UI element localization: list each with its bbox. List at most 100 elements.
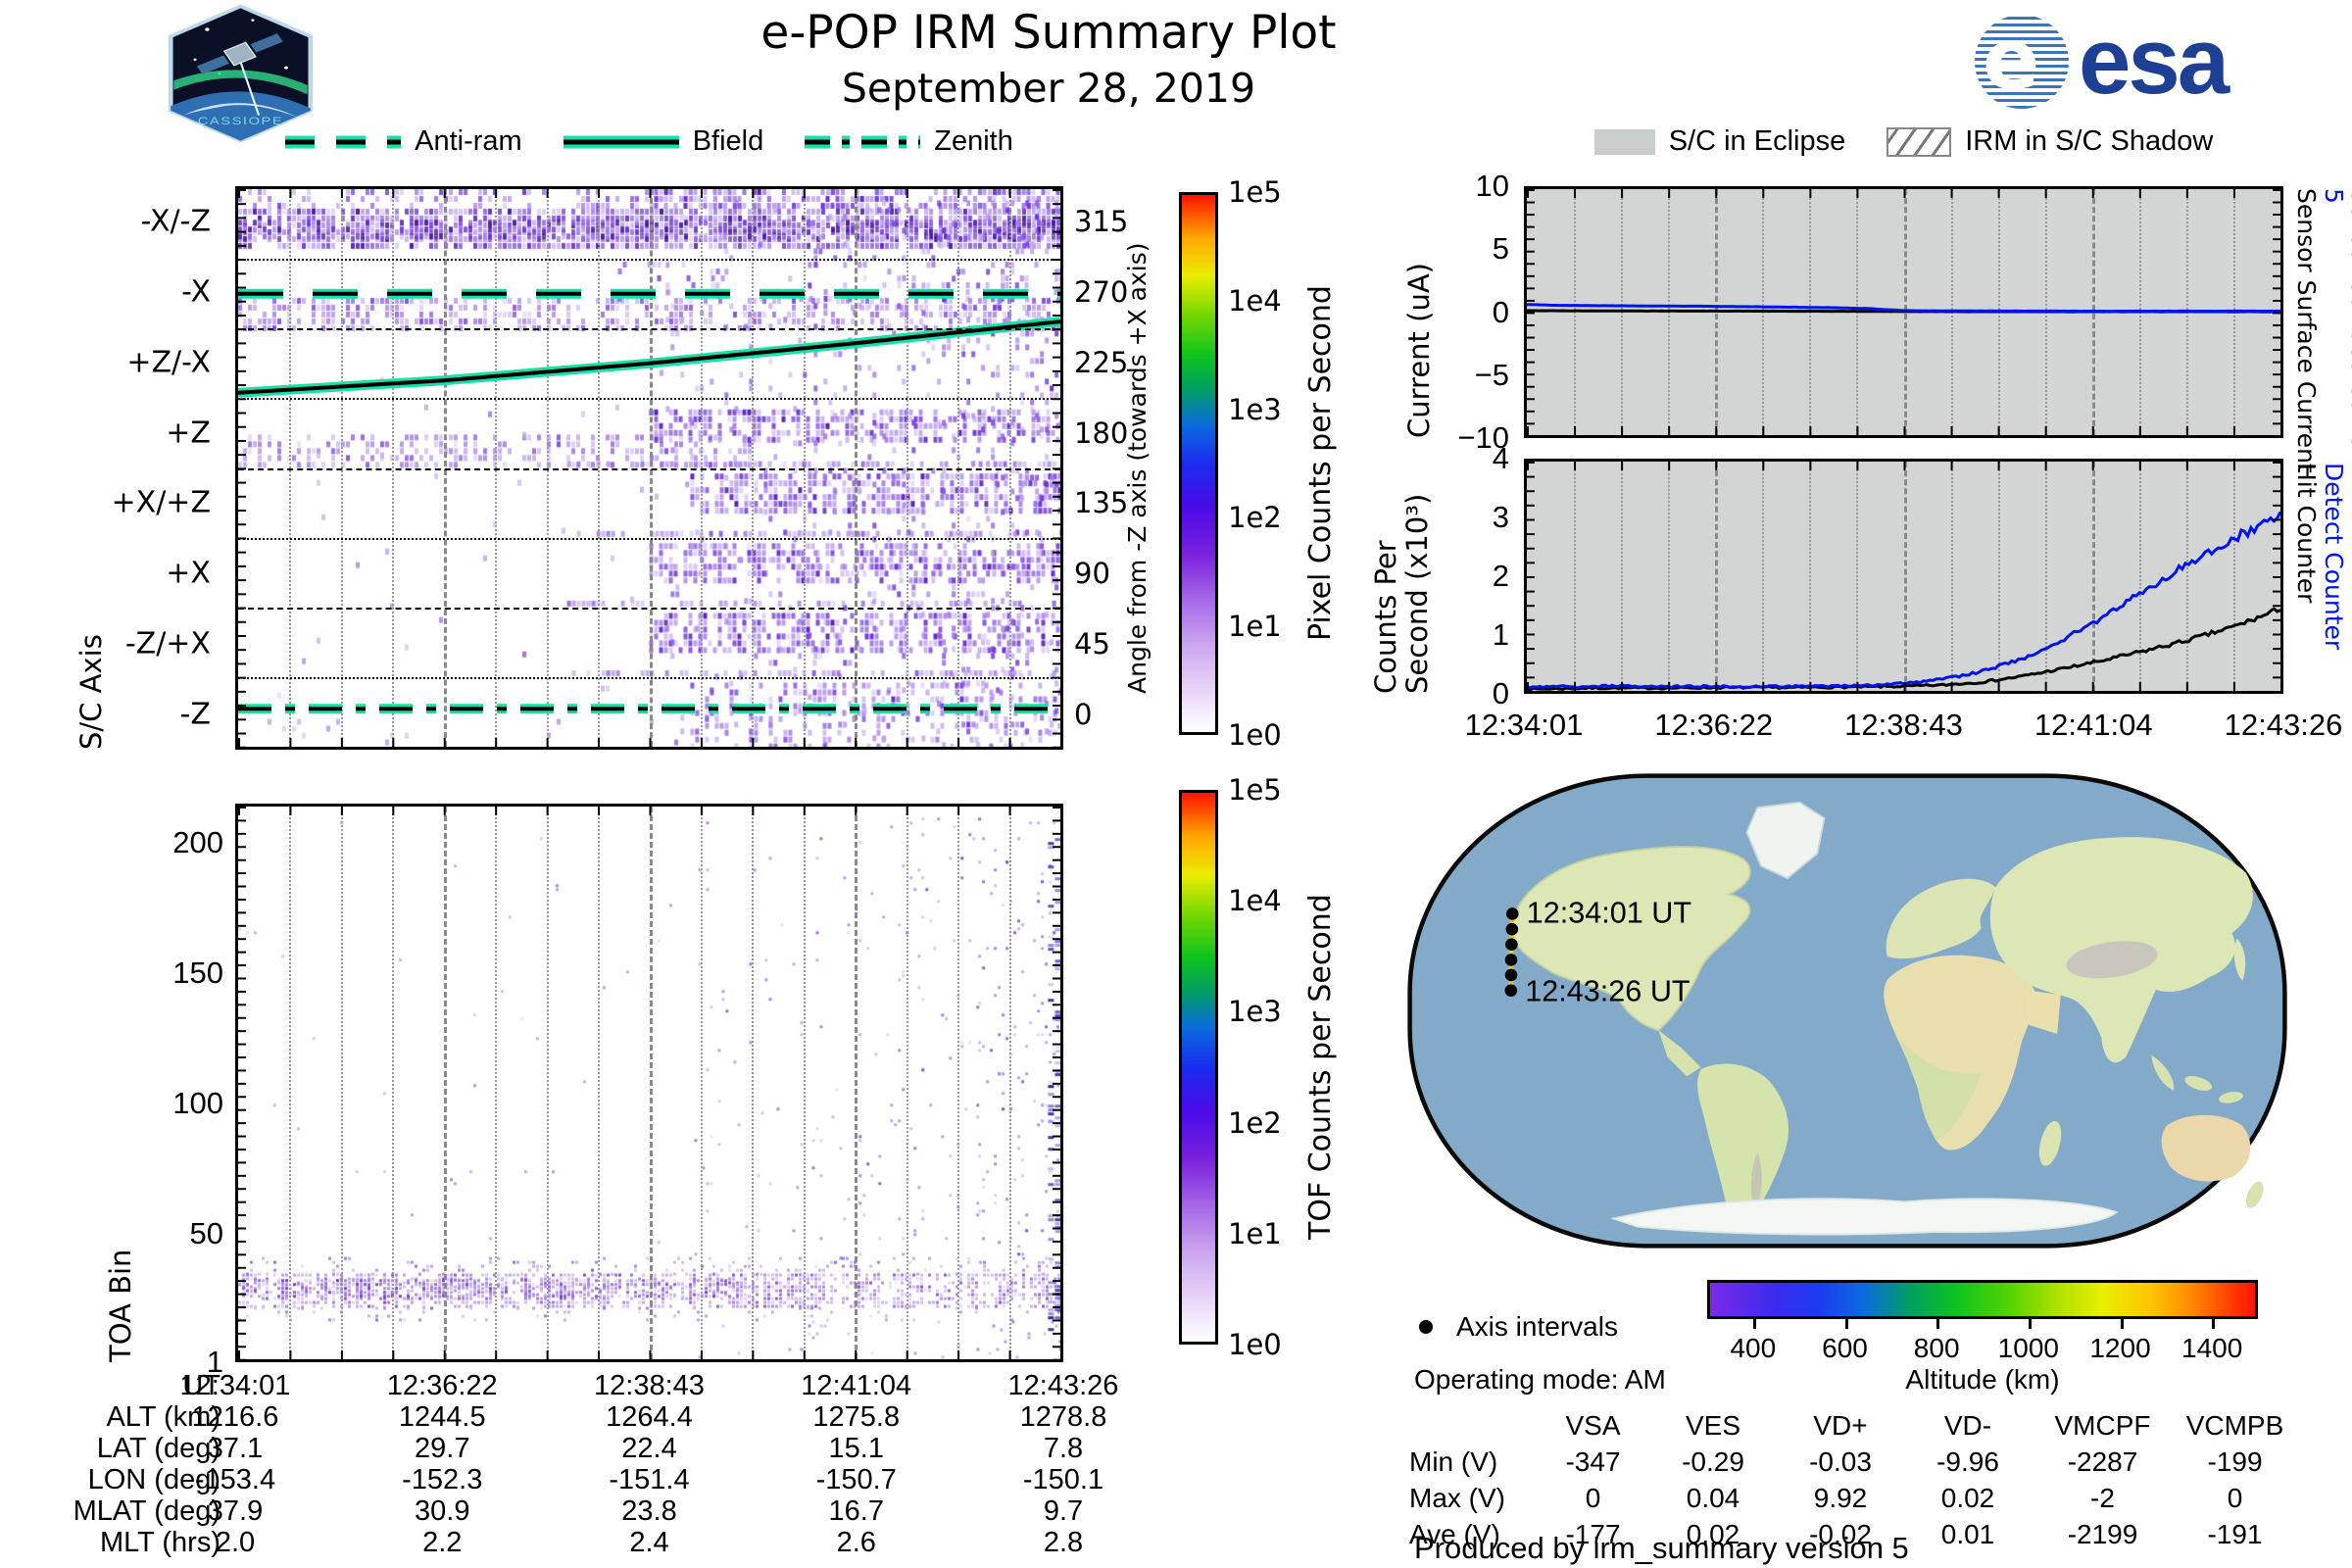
toa-yticks-left <box>238 807 246 1359</box>
esa-logo: e esa <box>1975 10 2288 113</box>
gridline-minor <box>2044 462 2047 691</box>
angle-tick-label: 180 <box>1074 416 1129 450</box>
eclipse-swatch-icon <box>1593 128 1655 155</box>
voltage-cell: 0.02 <box>1686 1518 1740 1549</box>
eclipse-legend: S/C in Eclipse IRM in S/C Shadow <box>1524 125 2283 158</box>
gridline-minor <box>957 807 960 1359</box>
gridline-minor <box>1856 462 1859 691</box>
nav-cell: 1275.8 <box>812 1401 901 1433</box>
time-axis-labels: 12:34:01 12:36:22 12:38:43 12:41:04 12:43:26 <box>1465 708 2343 747</box>
sensor-surface-current-x-5-line <box>1527 303 2280 314</box>
orbit-track: 12:34:01 UT 12:43:26 UT <box>1504 896 1691 1008</box>
pixel-colorbar-label: Pixel Counts per Second <box>1303 285 1338 642</box>
current-right-label-blue: Sensor Surface Current x 5 <box>2320 188 2352 496</box>
altitude-colorbar <box>1707 1280 2258 1319</box>
nav-cell: 16.7 <box>828 1495 884 1527</box>
nav-cell: 30.9 <box>415 1495 470 1527</box>
current-ytick-labels: 10 5 0 −5 −10 <box>1419 169 1509 455</box>
ytick-label: 10 <box>1475 169 1509 203</box>
voltage-row-label: Max (V) <box>1409 1482 1505 1513</box>
angle-tick-label: 225 <box>1074 345 1129 379</box>
counts-xticks-top <box>1527 462 2280 470</box>
voltage-col-header: VD- <box>1943 1409 1992 1441</box>
time-tick-label: 12:43:26 <box>2224 708 2343 742</box>
voltage-cell: -177 <box>1565 1518 1621 1549</box>
gridline-minor <box>1950 462 1953 691</box>
current-yticks-right <box>2273 189 2280 435</box>
patch-label: CASSIOPE <box>198 115 284 127</box>
colorbar-tick-label: 1e2 <box>1228 501 1282 535</box>
sc-section-label: +X <box>166 556 211 591</box>
nav-row-label: MLT (hrs) <box>100 1527 220 1558</box>
voltage-row-label: Ave (V) <box>1409 1518 1500 1549</box>
counts-gridlines <box>1527 462 2280 691</box>
counts-yticks-right <box>2273 462 2280 691</box>
colorbar-tick-label: 1e4 <box>1228 283 1282 318</box>
nav-row-label: ALT (km) <box>106 1401 220 1433</box>
voltage-cell: -199 <box>2207 1446 2263 1477</box>
gridline-minor <box>2232 462 2235 691</box>
gridline-minor <box>392 807 395 1359</box>
alt-tick-label: 1400 <box>2181 1333 2243 1363</box>
axis-intervals-label: Axis intervals <box>1456 1311 1618 1342</box>
nav-cell: 15.1 <box>828 1433 884 1464</box>
nav-cell: 1278.8 <box>1019 1401 1107 1433</box>
gridline-major <box>2091 462 2095 691</box>
section-boundary <box>238 676 1060 679</box>
counts-yticks-left <box>1527 462 1535 691</box>
section-boundary <box>238 398 1060 401</box>
voltage-cell: -2 <box>2090 1482 2115 1513</box>
legend-item-eclipse: S/C in Eclipse <box>1593 125 1846 158</box>
alt-tick-mark <box>1752 1317 1756 1329</box>
tof-colorbar-ticks: 1e5 1e4 1e3 1e2 1e1 1e0 <box>1228 773 1306 1361</box>
counts-xticks-bottom <box>1527 682 2280 691</box>
nav-cell: 2.0 <box>215 1527 256 1558</box>
bfield-line-icon <box>563 135 679 148</box>
orbit-dot <box>1504 954 1518 966</box>
toa-heatmap <box>235 804 1063 1362</box>
angle-tick-label: 270 <box>1074 274 1129 309</box>
gridline-minor <box>495 807 498 1359</box>
gridline-minor <box>289 807 292 1359</box>
pixel-colorbar-ticks: 1e5 1e4 1e3 1e2 1e1 1e0 <box>1228 175 1306 752</box>
gridline-minor <box>340 807 343 1359</box>
legend-label: S/C in Eclipse <box>1668 125 1846 157</box>
nav-row-label: LAT (deg) <box>96 1433 220 1464</box>
nav-cell: 2.4 <box>629 1527 669 1558</box>
ytick-label: 2 <box>1492 559 1509 593</box>
track-end-label: 12:43:26 UT <box>1525 974 1690 1007</box>
voltage-cell: -9.96 <box>1936 1446 1999 1477</box>
legend-item-zenith: Zenith <box>805 125 1013 158</box>
sc-section-label: -Z/+X <box>124 626 211 662</box>
angle-axis-ticks: 315 270 225 180 135 90 45 0 <box>1074 186 1152 750</box>
section-boundary <box>238 467 1060 470</box>
sc-section-label: +Z/-X <box>126 345 211 380</box>
alt-tick-label: 400 <box>1730 1333 1777 1363</box>
gridline-major <box>1903 462 1907 691</box>
orbit-dot <box>1505 922 1519 936</box>
ytick-label: 4 <box>1492 441 1509 475</box>
gridline-minor <box>2138 462 2141 691</box>
voltage-cell: 9.92 <box>1813 1482 1868 1513</box>
time-tick-label: 12:41:04 <box>2034 708 2153 742</box>
voltage-table: VSA VES VD+ VD- VMCPF VCMPB Min (V) -347 -0.29 -0… <box>1409 1407 2296 1552</box>
nav-cell: 7.8 <box>1043 1433 1084 1464</box>
gridline-minor <box>803 807 806 1359</box>
voltage-cell: -0.02 <box>1809 1518 1872 1549</box>
gridline-minor <box>700 807 703 1359</box>
pixel-colorbar <box>1179 192 1218 735</box>
voltage-col-header: VCMPB <box>2185 1409 2284 1441</box>
hit-counter-line <box>1527 607 2280 691</box>
section-boundary <box>238 537 1060 540</box>
ephemeris-table: UT 12:34:01 12:36:22 12:38:43 12:41:04 12:43:… <box>0 1370 1176 1566</box>
current-plot <box>1524 186 2283 438</box>
colorbar-tick-label: 1e5 <box>1228 773 1282 807</box>
section-boundary <box>238 259 1060 262</box>
nav-row-label: LON (deg) <box>87 1464 220 1495</box>
page-subtitle: September 28, 2019 <box>841 65 1256 112</box>
toa-gridlines <box>238 807 1060 1359</box>
sc-xticks-top <box>238 189 1060 198</box>
legend-label: IRM in S/C Shadow <box>1965 125 2214 157</box>
legend-label: Zenith <box>934 125 1013 157</box>
orbit-dot <box>1504 984 1518 997</box>
